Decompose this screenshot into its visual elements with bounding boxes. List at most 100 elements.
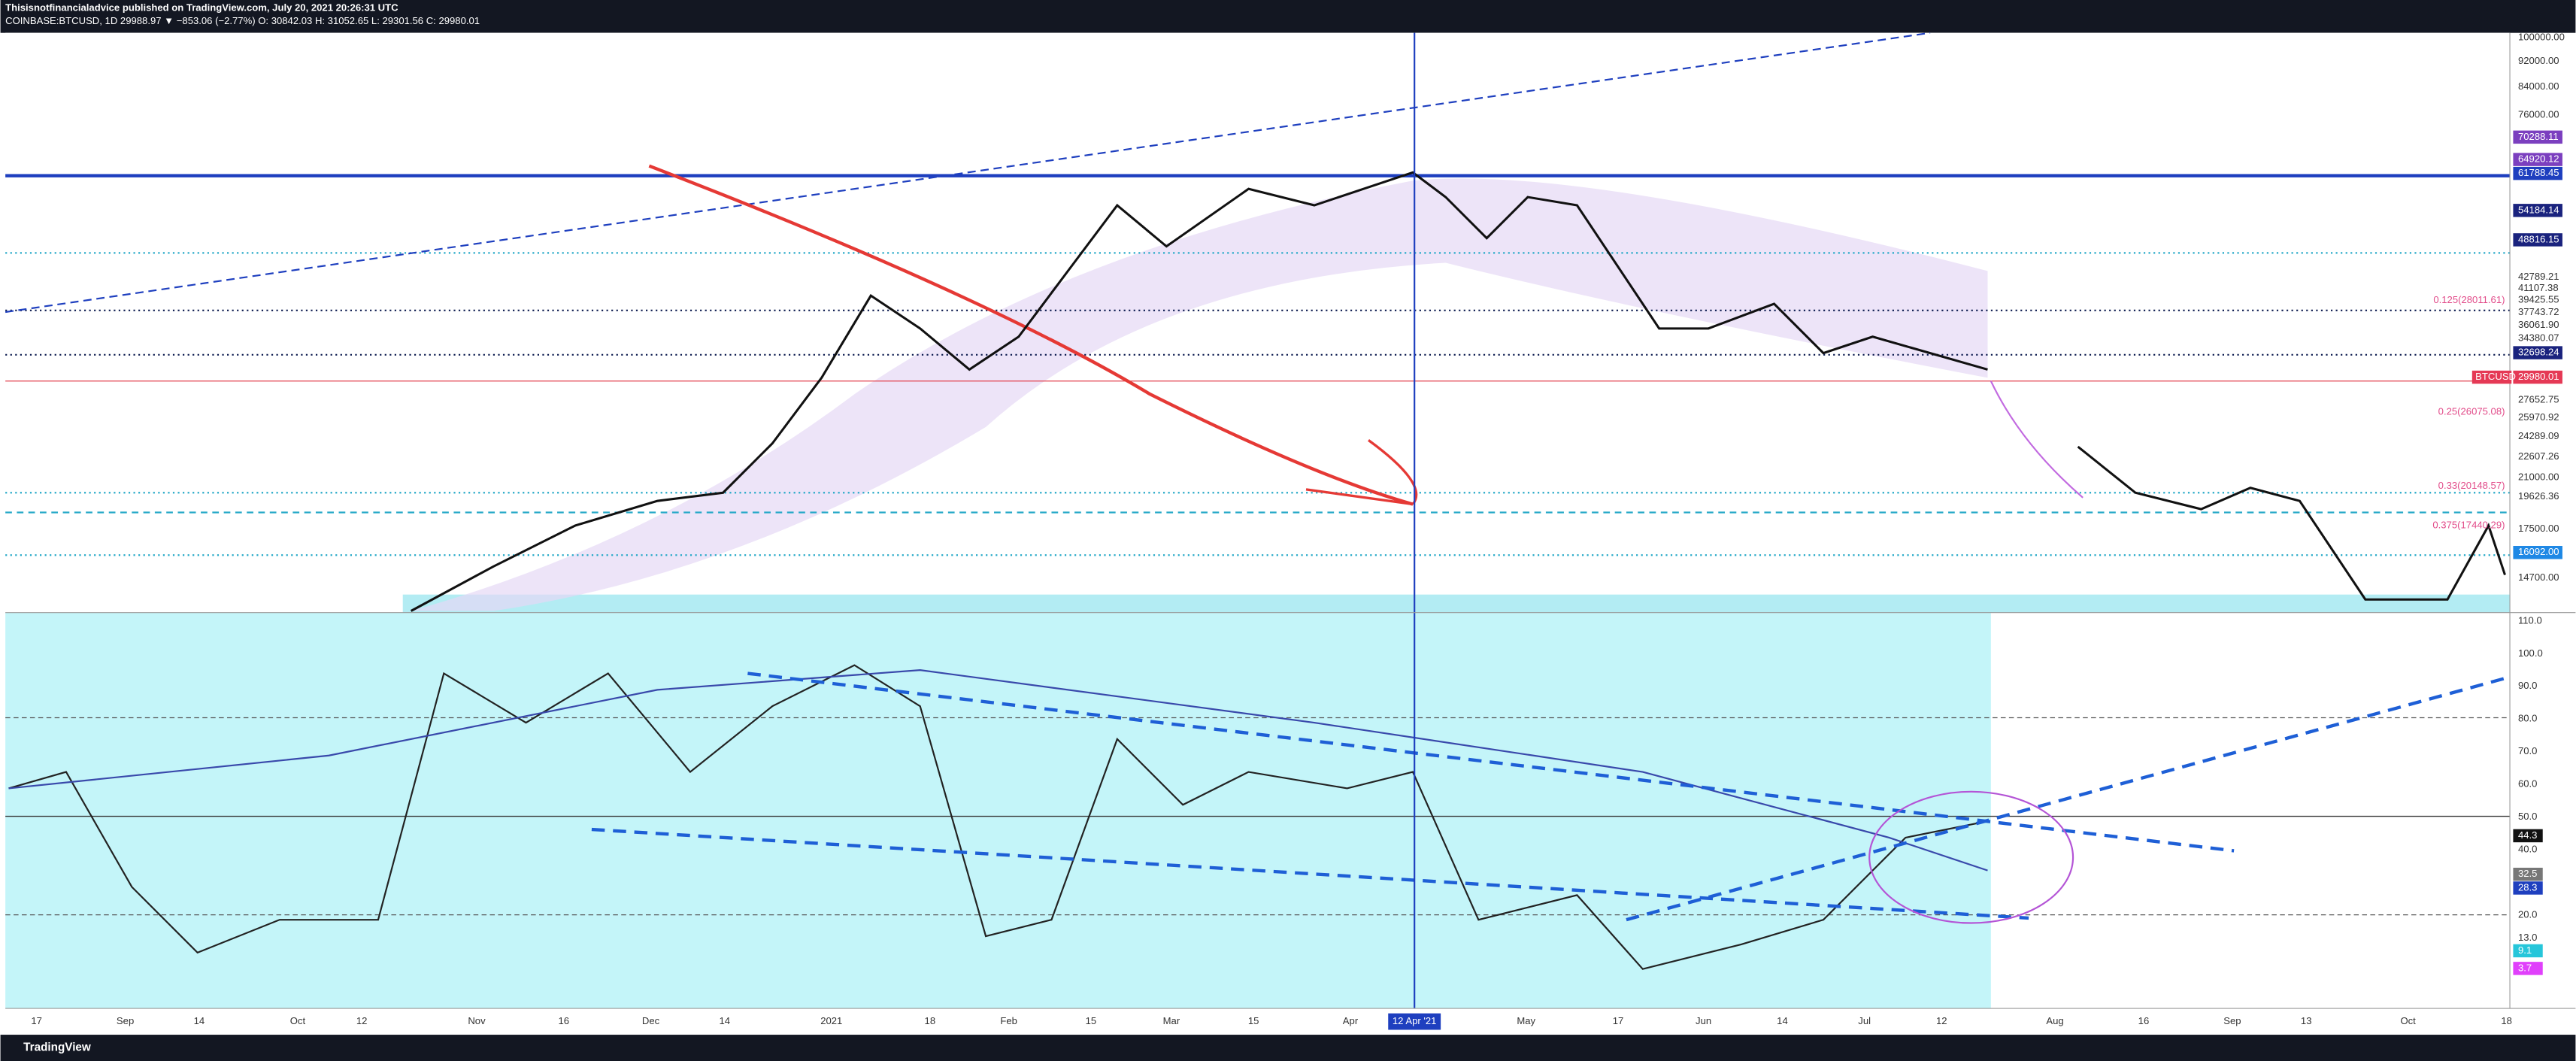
time-axis-label: Dec bbox=[642, 1015, 660, 1026]
author-line: Thisisnotfinancialadvice published on Tr… bbox=[5, 2, 399, 13]
osc-axis-label: 100.0 bbox=[2518, 647, 2543, 659]
price-axis-label: 100000.00 bbox=[2518, 32, 2565, 43]
symbol-tag-bg bbox=[2471, 370, 2512, 384]
red-arrow bbox=[648, 164, 1414, 506]
fib-label: 0.33(20148.57) bbox=[2438, 480, 2505, 491]
time-axis-label: Aug bbox=[2046, 1015, 2063, 1026]
projection-path bbox=[2077, 445, 2506, 601]
osc-axis-label: 20.0 bbox=[2518, 908, 2537, 920]
brand: TradingView bbox=[23, 1041, 91, 1054]
price-axis-label: 64920.12 bbox=[2518, 153, 2559, 165]
osc-axis-label: 60.0 bbox=[2518, 778, 2537, 790]
time-axis-label: 14 bbox=[1777, 1015, 1788, 1026]
time-axis-label: 14 bbox=[720, 1015, 731, 1026]
time-axis-label: Oct bbox=[2400, 1015, 2416, 1026]
time-axis-label: Sep bbox=[117, 1015, 134, 1026]
osc-tag-bg bbox=[2513, 962, 2543, 975]
osc-axis-label: 90.0 bbox=[2518, 680, 2537, 691]
price-axis-label: 25970.92 bbox=[2518, 411, 2559, 423]
time-axis-label: 17 bbox=[31, 1015, 42, 1026]
price-axis-label: 61788.45 bbox=[2518, 167, 2559, 178]
osc-axis-label: 50.0 bbox=[2518, 811, 2537, 822]
osc-axis-label: 9.1 bbox=[2518, 944, 2532, 956]
time-axis-label: 12 Apr '21 bbox=[1393, 1015, 1437, 1026]
time-axis-label: 12 bbox=[356, 1015, 368, 1026]
price-tag-bg bbox=[2513, 204, 2562, 217]
red-arrow-head bbox=[1305, 439, 1418, 506]
price-axis-label: 42789.21 bbox=[2518, 271, 2559, 282]
highlight-circle bbox=[1868, 790, 2074, 924]
price-axis-label: 32698.24 bbox=[2518, 347, 2559, 358]
price-axis-label: 29980.01 bbox=[2518, 371, 2559, 382]
time-tag-bg bbox=[1388, 1013, 1441, 1030]
time-axis-label: Feb bbox=[1000, 1015, 1017, 1026]
price-axis-label: 27652.75 bbox=[2518, 393, 2559, 405]
price-axis-label: 39425.55 bbox=[2518, 293, 2559, 305]
time-axis-label: Nov bbox=[468, 1015, 486, 1026]
header-bar bbox=[0, 0, 2576, 33]
price-axis-label: 92000.00 bbox=[2518, 55, 2559, 66]
oscillator-bg bbox=[5, 612, 1991, 1009]
price-axis-label: 84000.00 bbox=[2518, 80, 2559, 92]
osc-trend bbox=[591, 827, 2029, 920]
time-axis-label: 13 bbox=[2301, 1015, 2312, 1026]
osc-axis-label: 32.5 bbox=[2518, 868, 2537, 879]
osc-axis-label: 110.0 bbox=[2518, 614, 2542, 626]
time-axis-label: 18 bbox=[2501, 1015, 2512, 1026]
symbol-tag: BTCUSD bbox=[2475, 371, 2516, 382]
trend-line bbox=[5, 32, 1931, 314]
price-tag-bg bbox=[2513, 233, 2562, 247]
price-axis-label: 70288.11 bbox=[2518, 131, 2559, 142]
fib-label: 0.375(17440.29) bbox=[2432, 519, 2505, 530]
oscillator-ma bbox=[8, 669, 1988, 872]
time-axis-label: Jul bbox=[1858, 1015, 1871, 1026]
price-axis-label: 34380.07 bbox=[2518, 332, 2559, 344]
price-tag-bg bbox=[2513, 346, 2562, 359]
osc-axis-label: 28.3 bbox=[2518, 881, 2537, 893]
price-axis-label: 76000.00 bbox=[2518, 109, 2559, 120]
osc-axis-label: 40.0 bbox=[2518, 844, 2537, 855]
time-axis-label: 18 bbox=[925, 1015, 936, 1026]
time-axis-label: 15 bbox=[1248, 1015, 1259, 1026]
osc-axis-label: 3.7 bbox=[2518, 962, 2532, 973]
price-tag-bg bbox=[2513, 153, 2562, 166]
osc-tag-bg bbox=[2513, 944, 2543, 958]
main-pane bbox=[5, 32, 2511, 613]
price-tag-bg bbox=[2513, 166, 2562, 180]
osc-tag-bg bbox=[2513, 867, 2543, 881]
price-axis-label: 19626.36 bbox=[2518, 490, 2559, 502]
time-axis-label: Apr bbox=[1343, 1015, 1359, 1026]
time-axis-label: 16 bbox=[2138, 1015, 2150, 1026]
price-axis-label: 36061.90 bbox=[2518, 319, 2559, 330]
symbol-line: COINBASE:BTCUSD, 1D 29988.97 ▼ −853.06 (… bbox=[5, 15, 480, 26]
price-axis-label: 22607.26 bbox=[2518, 450, 2559, 462]
time-axis-label: 12 bbox=[1936, 1015, 1947, 1026]
time-axis-label: Sep bbox=[2223, 1015, 2241, 1026]
price-axis-label: 17500.00 bbox=[2518, 523, 2559, 534]
time-axis-label: Mar bbox=[1163, 1015, 1180, 1026]
ribbon bbox=[411, 178, 1988, 611]
time-axis-label: 16 bbox=[558, 1015, 569, 1026]
price-axis-label: 54184.14 bbox=[2518, 204, 2559, 215]
fib-label: 0.25(26075.08) bbox=[2438, 406, 2505, 417]
time-axis-label: Jun bbox=[1696, 1015, 1711, 1026]
time-axis-label: 15 bbox=[1086, 1015, 1097, 1026]
price-tag-bg bbox=[2513, 370, 2562, 384]
price-axis-label: 37743.72 bbox=[2518, 306, 2559, 317]
time-axis-label: 14 bbox=[194, 1015, 205, 1026]
osc-trend bbox=[1626, 676, 2506, 922]
fib-label: 0.125(28011.61) bbox=[2433, 294, 2505, 305]
price-path bbox=[410, 171, 1988, 612]
osc-axis-label: 70.0 bbox=[2518, 745, 2537, 756]
time-axis-label: 2021 bbox=[820, 1015, 842, 1026]
price-axis-label: 21000.00 bbox=[2518, 471, 2559, 482]
price-axis-label: 14700.00 bbox=[2518, 571, 2559, 583]
osc-axis-label: 44.3 bbox=[2518, 829, 2537, 841]
price-axis-label: 48816.15 bbox=[2518, 233, 2559, 244]
oscillator-line bbox=[8, 664, 1988, 970]
price-tag-bg bbox=[2513, 130, 2562, 144]
osc-tag-bg bbox=[2513, 829, 2543, 843]
price-axis-label: 24289.09 bbox=[2518, 430, 2559, 441]
time-axis-label: 17 bbox=[1613, 1015, 1624, 1026]
